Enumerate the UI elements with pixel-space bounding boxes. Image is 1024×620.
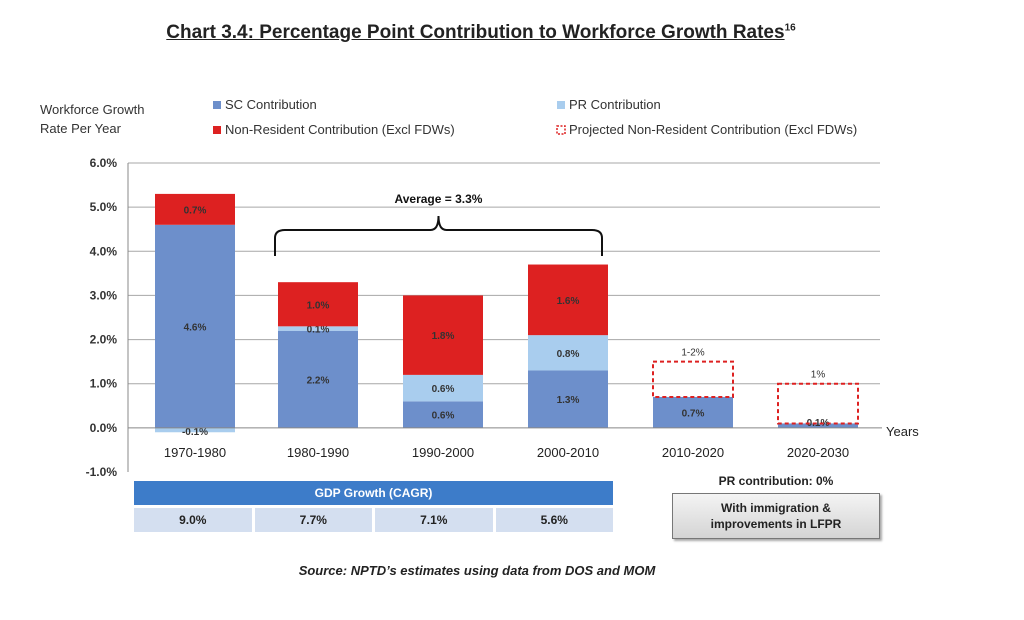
y-tick-label: -1.0% (86, 465, 118, 479)
bar-segment (278, 282, 358, 327)
data-label: 1.8% (432, 331, 455, 342)
projection-box-line: improvements in LFPR (710, 517, 842, 531)
bar-segment (155, 427, 235, 433)
x-axis-label: Years (886, 424, 919, 439)
legend-swatch (213, 126, 221, 134)
y-axis-label: Rate Per Year (40, 121, 122, 136)
data-label: 2.2% (307, 375, 330, 386)
legend-label: SC Contribution (225, 97, 317, 112)
data-label: 0.6% (432, 411, 455, 422)
projected-bar-segment (652, 360, 734, 398)
bar-segment (528, 370, 608, 428)
bar-segment (528, 335, 608, 371)
data-label: 0.1% (807, 418, 830, 429)
y-tick-label: 4.0% (90, 244, 118, 258)
bar-segment (403, 374, 483, 402)
x-tick-label: 2000-2010 (537, 445, 599, 460)
bar-segment (403, 295, 483, 375)
data-label: 1.6% (557, 296, 580, 307)
gdp-cell: 5.6% (495, 508, 613, 532)
data-label: 0.7% (184, 205, 207, 216)
chart-source: Source: NPTD’s estimates using data from… (298, 563, 656, 578)
bar-segment (278, 326, 358, 331)
data-label: 1-2% (681, 348, 704, 359)
gdp-cell: 9.0% (134, 508, 252, 532)
projected-bar-segment (777, 382, 859, 425)
y-tick-label: 3.0% (90, 288, 118, 302)
legend-swatch (556, 125, 566, 135)
bar-segment (155, 224, 235, 428)
legend-swatch (557, 101, 565, 109)
legend-label: Non-Resident Contribution (Excl FDWs) (225, 122, 455, 137)
x-tick-label: 2010-2020 (662, 445, 724, 460)
title-footnote: 16 (784, 22, 796, 34)
y-tick-label: 2.0% (90, 333, 118, 347)
y-tick-label: 6.0% (90, 156, 118, 170)
data-label: 1.3% (557, 395, 580, 406)
data-label: 0.1% (307, 325, 330, 336)
data-label: 1.0% (307, 300, 330, 311)
pr-contribution-note: PR contribution: 0% (718, 474, 834, 488)
legend-swatch (213, 101, 221, 109)
chart-title: Chart 3.4: Percentage Point Contribution… (166, 22, 796, 43)
gdp-cell: 7.7% (254, 508, 372, 532)
projection-assumption-box: With immigration & improvements in LFPR (672, 493, 880, 539)
y-tick-label: 1.0% (90, 377, 118, 391)
gdp-growth-row: 9.0% 7.7% 7.1% 5.6% (134, 508, 613, 532)
data-label: -0.1% (182, 427, 208, 438)
average-label: Average = 3.3% (395, 192, 483, 206)
data-label: 4.6% (184, 322, 207, 333)
data-label: 0.6% (432, 384, 455, 395)
x-tick-label: 1990-2000 (412, 445, 474, 460)
x-tick-label: 2020-2030 (787, 445, 849, 460)
legend-label: Projected Non-Resident Contribution (Exc… (569, 122, 857, 137)
bar-segment (403, 401, 483, 428)
data-label: 0.7% (682, 408, 705, 419)
data-label: 0.8% (557, 349, 580, 360)
projection-box-line: With immigration & (721, 501, 831, 515)
average-brace (274, 215, 603, 256)
x-tick-label: 1980-1990 (287, 445, 349, 460)
gdp-cell: 7.1% (375, 508, 493, 532)
y-tick-label: 0.0% (90, 421, 118, 435)
workforce-growth-chart: Workforce Growth Rate Per Year 6.0% 5.0% 4.0… (40, 97, 919, 479)
bar-segment (778, 423, 858, 428)
bar-segment (155, 193, 235, 225)
bar-segment (653, 396, 733, 428)
bar-segment (528, 264, 608, 336)
legend-label: PR Contribution (569, 97, 661, 112)
y-axis-label: Workforce Growth (40, 102, 145, 117)
y-tick-label: 5.0% (90, 200, 118, 214)
bar-segment (278, 330, 358, 428)
data-label: 1% (811, 370, 826, 381)
gdp-growth-header: GDP Growth (CAGR) (134, 481, 613, 505)
x-tick-label: 1970-1980 (164, 445, 226, 460)
